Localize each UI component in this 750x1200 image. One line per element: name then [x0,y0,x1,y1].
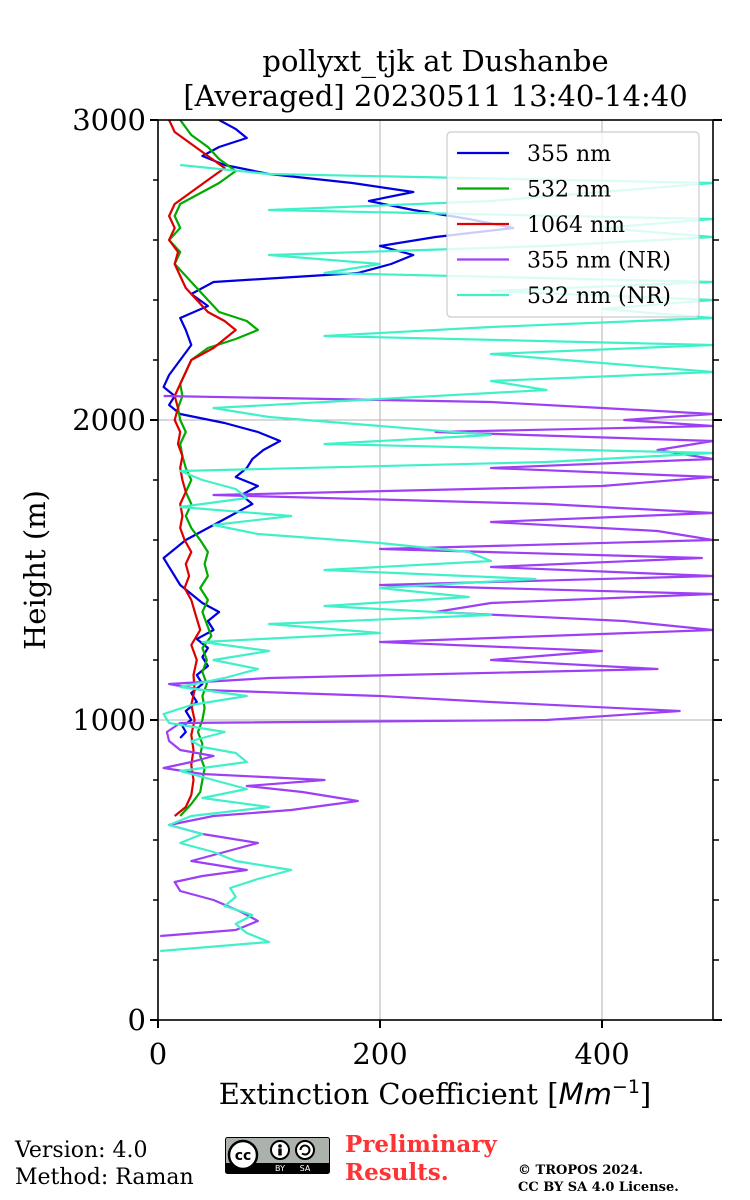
preliminary-text-line2: Results. [345,1159,449,1186]
y-tick-label: 0 [128,1003,146,1037]
y-tick-label: 3000 [72,103,146,137]
legend-label: 355 nm (NR) [527,249,671,274]
legend: 355 nm 532 nm 1064 nm 355 nm (NR) 532 nm (NR… [446,131,700,318]
sa-text: SA [300,1164,311,1173]
x-axis-label: Extinction Coefficient [Mm−1] [219,1076,652,1111]
x-tick-label: 400 [574,1037,629,1071]
legend-label: 532 nm (NR) [527,284,671,309]
x-tick-label: 200 [352,1037,407,1071]
legend-label: 532 nm [527,178,611,203]
version-text: Version: 4.0 [15,1138,148,1163]
copyright-line2: CC BY SA 4.0 License. [518,1180,679,1195]
copyright-line1: © TROPOS 2024. [518,1163,644,1178]
legend-box [446,131,700,318]
y-tick-label: 2000 [72,403,146,437]
cc-by-sa-icon: cc BY SA [225,1137,330,1174]
chart-title-line1: pollyxt_tjk at Dushanbe [262,44,609,78]
plot-frame [157,119,714,1021]
axis-ticks: 0 200 400 0 1000 2000 3000 [72,103,722,1071]
preliminary-text-line1: Preliminary [345,1131,497,1158]
by-text: BY [275,1164,285,1173]
method-text: Method: Raman [15,1165,194,1190]
legend-label: 1064 nm [527,213,625,238]
legend-label: 355 nm [527,142,611,167]
series-line-532-nm [168,120,259,817]
series-line-355-nm-nr- [160,394,713,938]
y-tick-label: 1000 [72,703,146,737]
chart-title-line2: [Averaged] 20230511 13:40-14:40 [183,79,688,113]
x-tick-label: 0 [149,1037,167,1071]
y-axis-label: Height (m) [18,490,52,650]
cc-text: cc [235,1148,252,1164]
